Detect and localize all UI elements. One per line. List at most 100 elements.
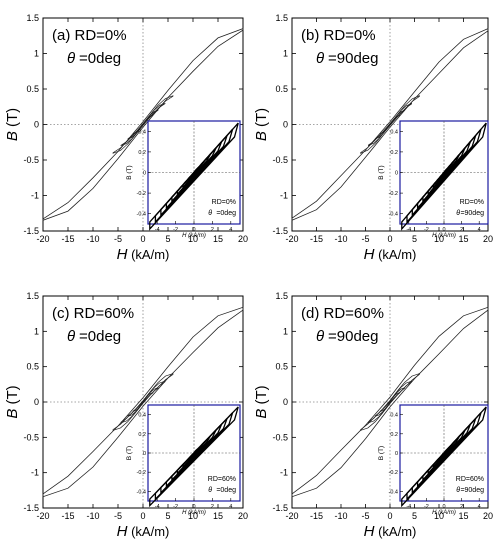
y-tick-label: 0 bbox=[34, 120, 39, 130]
y-tick-label: -1 bbox=[31, 191, 39, 201]
inset-x-tick-label: 0 bbox=[442, 504, 445, 510]
inset-x-tick-label: -2 bbox=[173, 227, 178, 233]
inset-plot: -4 -2 0 2 4 -0.4 -0.2 0 0.2 0.4 H (kA/m) B (T) RD=60… bbox=[126, 404, 241, 516]
y-tick-label: -1 bbox=[280, 468, 288, 478]
x-axis-symbol: H bbox=[364, 246, 375, 263]
y-tick-label: 0 bbox=[34, 397, 39, 407]
y-axis-unit: (T) bbox=[253, 108, 270, 131]
inset-text-theta: =0deg bbox=[216, 487, 236, 494]
y-tick-label: -0.5 bbox=[23, 432, 39, 442]
inset-y-tick-label: -0.2 bbox=[137, 191, 146, 197]
y-tick-label: 0 bbox=[283, 397, 288, 407]
inset-x-tick-label: 2 bbox=[460, 227, 463, 233]
inset-text-rd: RD=0% bbox=[460, 199, 484, 206]
inset-minor-loop bbox=[401, 122, 487, 231]
y-tick-label: -1.5 bbox=[23, 503, 39, 513]
inset-x-tick-label: 2 bbox=[211, 227, 214, 233]
x-tick-label: 20 bbox=[238, 511, 248, 521]
chart-panel-1: -20 -15 -10 -5 0 5 10 15 20-1.5-1-0.500.511.5(b)… bbox=[253, 13, 493, 263]
inset-y-tick-label: -0.2 bbox=[389, 191, 398, 197]
inset-y-tick-label: 0 bbox=[143, 451, 146, 457]
chart-panel-3: -20 -15 -10 -5 0 5 10 15 20-1.5-1-0.500.511.5(d)… bbox=[253, 291, 493, 540]
y-axis-title: B (T) bbox=[4, 385, 21, 418]
y-axis-symbol: B bbox=[4, 131, 21, 141]
y-tick-label: 1.5 bbox=[26, 291, 39, 301]
chart-panel-2: -20 -15 -10 -5 0 5 10 15 20-1.5-1-0.500.511.5(c)… bbox=[4, 291, 248, 540]
inset-y-tick-label: -0.4 bbox=[389, 489, 398, 495]
inset-text-rd: RD=60% bbox=[456, 476, 484, 483]
inset-text-theta: =0deg bbox=[216, 210, 236, 217]
x-tick-label: -15 bbox=[310, 234, 323, 244]
theta-symbol: θ bbox=[67, 328, 75, 345]
inset-x-tick-label: -4 bbox=[155, 227, 160, 233]
inset-y-tick-label: 0.2 bbox=[138, 150, 146, 156]
inset-y-axis-title: B (T) bbox=[126, 165, 133, 179]
x-tick-label: 5 bbox=[412, 234, 417, 244]
x-tick-label: -5 bbox=[114, 511, 122, 521]
inset-x-tick-label: -2 bbox=[424, 227, 429, 233]
x-tick-label: -5 bbox=[114, 234, 122, 244]
y-axis-title: B (T) bbox=[253, 108, 270, 141]
inset-x-tick-label: -4 bbox=[155, 504, 160, 510]
x-tick-label: 15 bbox=[458, 511, 468, 521]
inset-x-tick-label: 4 bbox=[229, 504, 232, 510]
inset-y-tick-label: -0.4 bbox=[389, 212, 398, 218]
theta-label: =90deg bbox=[328, 50, 378, 67]
inset-text-theta: =90deg bbox=[460, 210, 484, 217]
y-tick-label: -0.5 bbox=[272, 432, 288, 442]
x-tick-label: -10 bbox=[334, 234, 347, 244]
x-tick-label: 10 bbox=[188, 234, 198, 244]
theta-symbol: θ bbox=[316, 50, 324, 67]
inset-y-tick-label: 0.2 bbox=[138, 432, 146, 438]
y-tick-label: 0.5 bbox=[275, 362, 288, 372]
inset-x-axis-title: H (kA/m) bbox=[432, 510, 456, 516]
inset-x-tick-label: 4 bbox=[229, 227, 232, 233]
x-tick-label: -20 bbox=[36, 234, 49, 244]
inset-y-tick-label: 0.4 bbox=[390, 129, 398, 135]
y-tick-label: 1 bbox=[34, 326, 39, 336]
y-tick-label: -1 bbox=[31, 468, 39, 478]
y-axis-symbol: B bbox=[4, 409, 21, 419]
inset-y-tick-label: -0.2 bbox=[389, 470, 398, 476]
x-tick-label: 0 bbox=[140, 234, 145, 244]
y-tick-label: -1.5 bbox=[272, 226, 288, 236]
y-axis-title: B (T) bbox=[4, 108, 21, 141]
x-axis-unit: (kA/m) bbox=[374, 247, 416, 262]
inset-x-axis-title: H (kA/m) bbox=[182, 510, 206, 516]
y-tick-label: 1.5 bbox=[275, 13, 288, 23]
inset-x-tick-label: 0 bbox=[442, 227, 445, 233]
inset-theta-symbol: θ bbox=[208, 210, 212, 217]
theta-symbol: θ bbox=[67, 50, 75, 67]
inset-x-tick-label: 0 bbox=[192, 504, 195, 510]
x-axis-unit: (kA/m) bbox=[374, 524, 416, 539]
x-tick-label: 15 bbox=[458, 234, 468, 244]
x-tick-label: -20 bbox=[285, 511, 298, 521]
inset-x-tick-label: 2 bbox=[460, 504, 463, 510]
x-tick-label: 20 bbox=[483, 511, 493, 521]
panel-label: (d) RD=60% bbox=[301, 305, 384, 322]
x-tick-label: -10 bbox=[86, 234, 99, 244]
inset-y-tick-label: -0.4 bbox=[137, 489, 146, 495]
y-axis-symbol: B bbox=[253, 409, 270, 419]
x-axis-title: H (kA/m) bbox=[364, 246, 417, 263]
x-axis-title: H (kA/m) bbox=[364, 523, 417, 540]
x-tick-label: 0 bbox=[140, 511, 145, 521]
inset-x-tick-label: 2 bbox=[211, 504, 214, 510]
y-tick-label: 0.5 bbox=[26, 84, 39, 94]
y-axis-title: B (T) bbox=[253, 385, 270, 418]
x-tick-label: -20 bbox=[36, 511, 49, 521]
inset-x-tick-label: 4 bbox=[478, 227, 481, 233]
hysteresis-loop bbox=[379, 391, 401, 413]
inset-y-tick-label: 0 bbox=[395, 451, 398, 457]
theta-label: =0deg bbox=[79, 50, 121, 67]
inset-plot: -4 -2 0 2 4 -0.4 -0.2 0 0.2 0.4 H (kA/m) B (T) RD=60… bbox=[378, 404, 489, 516]
x-tick-label: -10 bbox=[86, 511, 99, 521]
y-tick-label: 0.5 bbox=[275, 84, 288, 94]
inset-y-tick-label: 0.4 bbox=[138, 129, 146, 135]
x-axis-unit: (kA/m) bbox=[127, 524, 169, 539]
inset-y-tick-label: 0 bbox=[395, 171, 398, 177]
y-tick-label: 1 bbox=[283, 326, 288, 336]
inset-x-tick-label: -2 bbox=[424, 504, 429, 510]
x-tick-label: -5 bbox=[361, 511, 369, 521]
y-tick-label: -0.5 bbox=[272, 155, 288, 165]
